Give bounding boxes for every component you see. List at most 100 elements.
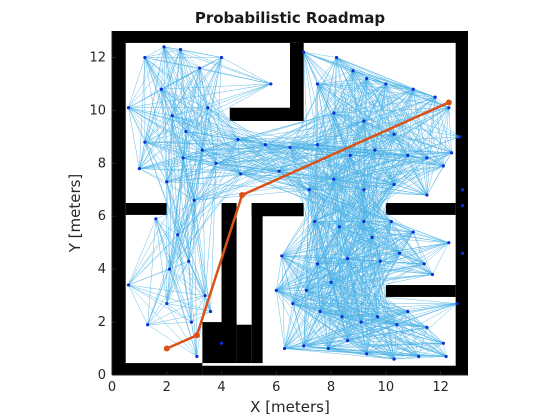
roadmap-edge bbox=[407, 155, 427, 159]
roadmap-edge bbox=[289, 112, 334, 148]
obstacle-6 bbox=[202, 322, 237, 364]
roadmap-node bbox=[162, 45, 166, 49]
roadmap-edge bbox=[347, 316, 378, 341]
roadmap-edge bbox=[317, 242, 449, 265]
roadmap-edge bbox=[128, 218, 157, 286]
roadmap-edge bbox=[128, 107, 239, 140]
roadmap-node bbox=[206, 106, 210, 110]
roadmap-node bbox=[282, 346, 287, 351]
roadmap-edge bbox=[161, 89, 187, 132]
roadmap-edge bbox=[166, 157, 184, 304]
roadmap-edge bbox=[147, 295, 206, 325]
roadmap-node bbox=[334, 55, 339, 60]
roadmap-edge bbox=[350, 155, 427, 159]
roadmap-edge bbox=[128, 149, 203, 286]
roadmap-edge bbox=[347, 321, 362, 341]
roadmap-edge bbox=[281, 255, 332, 283]
roadmap-edge bbox=[339, 184, 395, 228]
roadmap-node bbox=[313, 219, 317, 224]
roadmap-node bbox=[345, 339, 350, 343]
roadmap-edge bbox=[328, 340, 348, 349]
roadmap-edge bbox=[172, 83, 271, 116]
roadmap-edge bbox=[284, 311, 321, 349]
roadmap-edge bbox=[418, 343, 444, 357]
roadmap-edge bbox=[265, 144, 310, 190]
roadmap-edge bbox=[161, 89, 239, 140]
roadmap-edge bbox=[177, 157, 184, 235]
roadmap-node bbox=[126, 106, 131, 110]
roadmap-node bbox=[277, 169, 281, 173]
roadmap-node bbox=[411, 87, 415, 91]
roadmap-edge bbox=[147, 218, 157, 325]
roadmap-edge bbox=[393, 343, 444, 360]
roadmap-node bbox=[395, 323, 399, 327]
roadmap-edge bbox=[207, 107, 239, 140]
roadmap-edge bbox=[166, 131, 187, 182]
roadmap-node bbox=[219, 341, 224, 345]
roadmap-edge bbox=[399, 253, 425, 265]
roadmap-edge bbox=[188, 139, 239, 262]
roadmap-node bbox=[444, 354, 448, 359]
roadmap-edge bbox=[169, 234, 178, 270]
roadmap-edge bbox=[393, 311, 408, 360]
roadmap-node bbox=[441, 341, 445, 345]
roadmap-edge bbox=[207, 107, 266, 145]
roadmap-edge bbox=[144, 57, 173, 116]
roadmap-edge bbox=[317, 155, 351, 264]
x-tick-label: 6 bbox=[272, 380, 280, 395]
roadmap-edge bbox=[182, 107, 209, 159]
roadmap-edge bbox=[426, 107, 450, 196]
roadmap-edge bbox=[166, 295, 206, 304]
roadmap-edge bbox=[284, 303, 293, 349]
roadmap-edge bbox=[309, 155, 351, 190]
roadmap-edge bbox=[391, 221, 449, 243]
roadmap-node bbox=[187, 259, 191, 263]
roadmap-edge bbox=[309, 189, 433, 275]
roadmap-edge bbox=[182, 157, 206, 296]
roadmap-edge bbox=[317, 70, 354, 145]
roadmap-node bbox=[389, 219, 393, 224]
roadmap-edge bbox=[284, 290, 307, 349]
roadmap-edge bbox=[426, 327, 444, 344]
roadmap-node bbox=[340, 315, 344, 319]
roadmap-node bbox=[392, 132, 396, 136]
roadmap-edge bbox=[289, 57, 337, 148]
roadmap-edge bbox=[237, 139, 280, 172]
roadmap-edge bbox=[177, 139, 239, 235]
roadmap-edge bbox=[350, 149, 375, 156]
roadmap-edge bbox=[330, 282, 408, 312]
roadmap-edge bbox=[183, 139, 239, 159]
roadmap-edge bbox=[432, 242, 450, 275]
y-tick-label: 8 bbox=[98, 156, 106, 171]
roadmap-edge bbox=[128, 107, 173, 116]
roadmap-edge bbox=[352, 70, 444, 167]
roadmap-edge bbox=[128, 49, 181, 108]
roadmap-edge bbox=[155, 218, 168, 304]
roadmap-edge bbox=[317, 144, 408, 156]
roadmap-edge bbox=[412, 232, 425, 264]
roadmap-edge bbox=[336, 57, 351, 156]
roadmap-node bbox=[455, 301, 459, 306]
roadmap-edge bbox=[180, 49, 200, 69]
roadmap-edge bbox=[363, 165, 444, 191]
roadmap-edge bbox=[349, 70, 354, 156]
roadmap-edge bbox=[147, 303, 167, 325]
roadmap-edge bbox=[330, 282, 447, 357]
roadmap-edge bbox=[177, 107, 209, 235]
roadmap-edge bbox=[317, 258, 348, 265]
roadmap-node bbox=[307, 188, 311, 192]
roadmap-edge bbox=[333, 107, 449, 114]
roadmap-edge bbox=[144, 46, 165, 58]
roadmap-edge bbox=[183, 112, 334, 159]
roadmap-edge bbox=[423, 263, 433, 275]
roadmap-edge bbox=[172, 57, 222, 116]
roadmap-edge bbox=[372, 231, 414, 238]
roadmap-edge bbox=[281, 221, 315, 257]
roadmap-edge bbox=[128, 83, 271, 108]
roadmap-edge bbox=[216, 147, 291, 164]
roadmap-edge bbox=[330, 282, 444, 344]
roadmap-edge bbox=[366, 327, 428, 355]
roadmap-edge bbox=[128, 284, 167, 304]
roadmap-edge bbox=[424, 242, 449, 265]
roadmap-edge bbox=[193, 57, 222, 201]
